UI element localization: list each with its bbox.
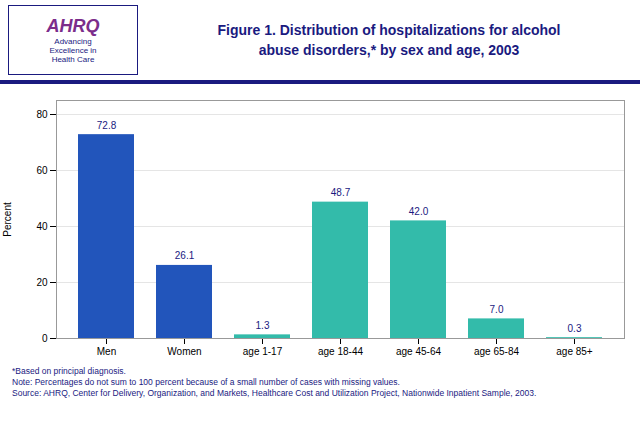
- svg-text:age 85+: age 85+: [556, 346, 593, 357]
- html-text:Source: AHRQ, Center for Deliv: Source: AHRQ, Center for Delivery, Organ…: [12, 388, 537, 399]
- svg-text:80: 80: [36, 109, 48, 120]
- svg-text:0.3: 0.3: [568, 323, 582, 334]
- svg-text:Percent: Percent: [2, 202, 13, 237]
- svg-text:1.3: 1.3: [256, 320, 270, 331]
- svg-text:60: 60: [36, 165, 48, 176]
- svg-text:0: 0: [42, 333, 48, 344]
- svg-text:age 1-17: age 1-17: [243, 346, 283, 357]
- html-text:AHRQ: AHRQ: [46, 15, 100, 36]
- svg-text:72.8: 72.8: [97, 120, 117, 131]
- html-text:Figure 1. Distribution of hosp: Figure 1. Distribution of hospitalizatio…: [217, 21, 561, 58]
- svg-text:42.0: 42.0: [409, 206, 429, 217]
- svg-text:age 45-64: age 45-64: [396, 346, 441, 357]
- html-text:Note: Percentages do not sum t: Note: Percentages do not sum to 100 perc…: [12, 377, 400, 387]
- svg-text:Women: Women: [167, 346, 201, 357]
- svg-text:7.0: 7.0: [490, 304, 504, 315]
- svg-text:48.7: 48.7: [331, 187, 351, 198]
- svg-text:Men: Men: [97, 346, 116, 357]
- svg-text:40: 40: [36, 221, 48, 232]
- svg-text:20: 20: [36, 277, 48, 288]
- svg-text:26.1: 26.1: [175, 250, 195, 261]
- html-text:*Based on principal diagnosis.: *Based on principal diagnosis.: [12, 366, 126, 376]
- svg-text:age 18-44: age 18-44: [318, 346, 363, 357]
- svg-text:age 65-84: age 65-84: [474, 346, 519, 357]
- html-text:Advancing Excellence in Health: Advancing Excellence in Health Care: [49, 36, 97, 65]
